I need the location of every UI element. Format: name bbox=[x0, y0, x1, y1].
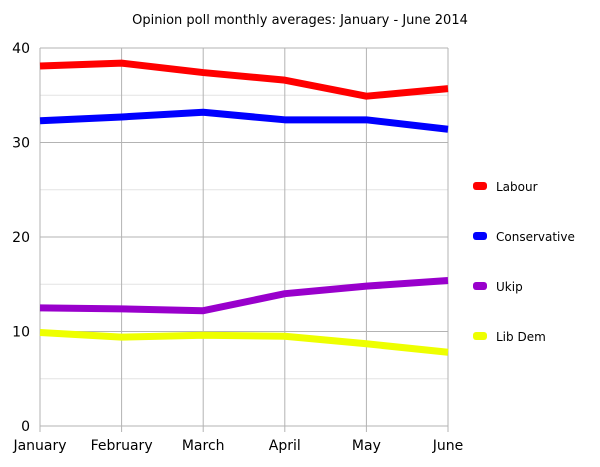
series-line-conservative bbox=[40, 112, 448, 129]
series-line-lib-dem bbox=[40, 332, 448, 352]
chart-title: Opinion poll monthly averages: January -… bbox=[132, 13, 468, 28]
y-tick-label: 0 bbox=[21, 419, 30, 435]
legend-label: Labour bbox=[496, 180, 538, 194]
y-tick-label: 20 bbox=[12, 230, 30, 246]
series-line-labour bbox=[40, 63, 448, 96]
y-tick-label: 30 bbox=[12, 136, 30, 152]
x-tick-label: March bbox=[182, 438, 225, 454]
legend-swatch bbox=[473, 232, 487, 240]
legend-label: Ukip bbox=[496, 280, 523, 294]
y-tick-label: 40 bbox=[12, 41, 30, 57]
x-tick-label: June bbox=[432, 438, 464, 454]
legend-swatch bbox=[473, 332, 487, 340]
legend-swatch bbox=[473, 282, 487, 290]
x-tick-label: February bbox=[91, 438, 153, 454]
x-tick-label: April bbox=[269, 438, 301, 454]
series-line-ukip bbox=[40, 280, 448, 310]
legend-swatch bbox=[473, 182, 487, 190]
x-tick-label: May bbox=[352, 438, 381, 454]
x-tick-label: January bbox=[12, 438, 66, 454]
legend-label: Conservative bbox=[496, 230, 575, 244]
y-tick-label: 10 bbox=[12, 325, 30, 341]
legend-label: Lib Dem bbox=[496, 330, 546, 344]
